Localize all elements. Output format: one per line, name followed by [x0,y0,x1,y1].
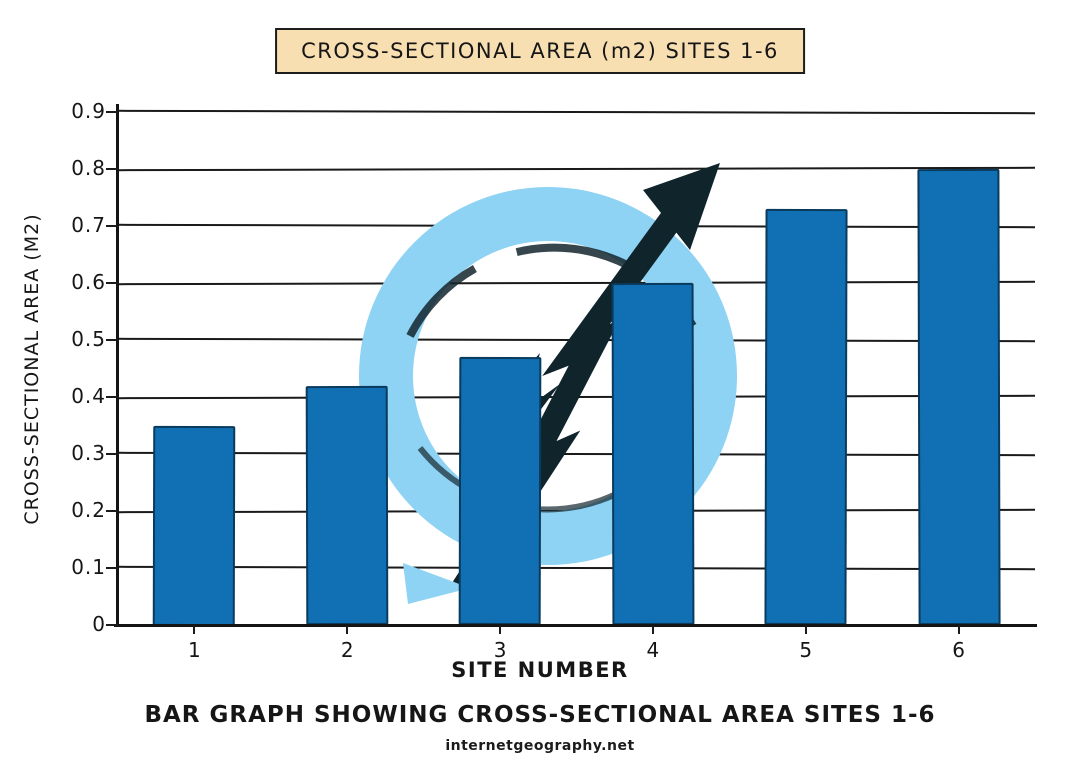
chart-caption: BAR GRAPH SHOWING CROSS-SECTIONAL AREA S… [144,702,936,728]
y-tick-label: 0.1 [71,555,106,579]
y-tick-label: 0.4 [71,384,106,408]
y-tick-label: 0.7 [71,213,106,237]
bar-site-2 [305,385,389,626]
chart-title: CROSS-SECTIONAL AREA (m2) SITES 1-6 [275,28,805,74]
x-tick-mark [346,625,349,634]
x-tick-label: 2 [340,638,354,662]
y-tick-label: 0 [92,612,106,636]
y-tick-mark [106,111,118,113]
y-tick-label: 0.5 [71,327,106,351]
bar-site-6 [916,168,1001,626]
bar-site-1 [153,425,236,626]
y-tick-mark [106,510,118,512]
y-tick-label: 0.6 [71,270,106,294]
y-tick-label: 0.3 [71,441,106,465]
x-tick-label: 5 [799,638,813,662]
bar-site-4 [611,282,695,626]
x-tick-label: 4 [646,638,660,662]
chart-sub-caption: internetgeography.net [445,738,635,754]
y-tick-mark [106,339,118,341]
x-tick-mark [651,625,654,634]
bar-site-5 [764,208,848,626]
x-axis-label: SITE NUMBER [451,658,629,682]
bar-site-3 [458,356,542,626]
y-tick-mark [106,282,118,284]
y-tick-label: 0.9 [71,99,106,123]
y-tick-mark [106,396,118,398]
x-tick-mark [499,625,502,634]
x-tick-mark [804,625,807,634]
x-axis-line [114,624,1037,627]
y-tick-label: 0.8 [71,156,106,180]
x-tick-mark [193,625,196,634]
y-axis-line [116,104,119,627]
y-tick-mark [106,453,118,455]
y-tick-mark [106,624,118,626]
y-tick-mark [106,168,118,170]
y-tick-mark [106,567,118,569]
x-tick-label: 6 [952,638,965,662]
y-axis-label: CROSS-SECTIONAL AREA (M2) [21,213,43,525]
x-tick-mark [957,625,960,634]
y-tick-label: 0.2 [71,498,106,522]
y-tick-mark [106,225,118,227]
gridline [117,109,1036,115]
x-tick-label: 3 [493,638,507,662]
x-tick-label: 1 [188,638,201,662]
